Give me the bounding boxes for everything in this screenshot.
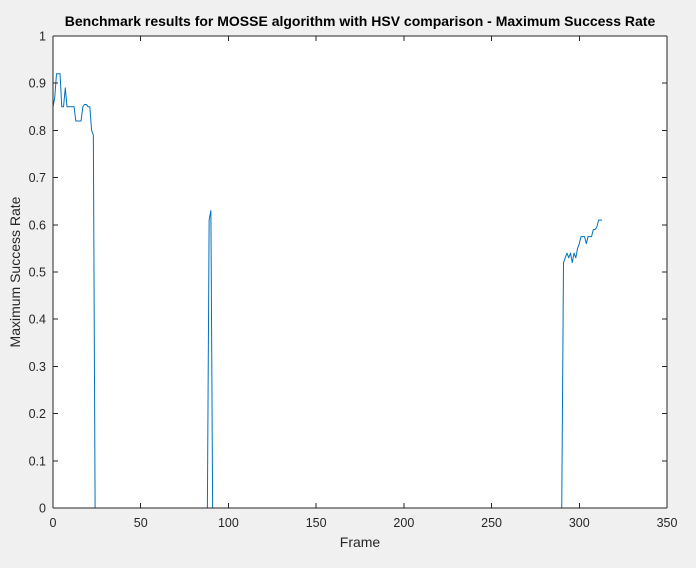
y-tick-label: 0.2 xyxy=(29,407,46,421)
y-tick-label: 0.6 xyxy=(29,218,46,232)
x-axis-title: Frame xyxy=(340,534,381,550)
y-tick-label: 0.1 xyxy=(29,454,46,468)
y-tick-label: 0.5 xyxy=(29,266,46,280)
y-tick-label: 1 xyxy=(39,30,46,44)
ticks-layer: 0 50 100 150 200 250 300 350 0 0.1 0.2 0.3 0.4 0.5 0.6… xyxy=(29,30,678,531)
x-tick-label: 350 xyxy=(657,516,678,530)
x-tick-label: 100 xyxy=(218,516,239,530)
x-tick-label: 250 xyxy=(481,516,502,530)
y-tick-label: 0.4 xyxy=(29,313,46,327)
x-tick-label: 300 xyxy=(569,516,590,530)
x-tick-label: 0 xyxy=(50,516,57,530)
y-tick-label: 0.9 xyxy=(29,77,46,91)
x-tick-label: 50 xyxy=(134,516,148,530)
chart-title: Benchmark results for MOSSE algorithm wi… xyxy=(65,13,656,29)
x-tick-label: 150 xyxy=(306,516,327,530)
y-tick-label: 0 xyxy=(39,502,46,516)
plot-area xyxy=(53,36,667,508)
y-tick-label: 0.7 xyxy=(29,171,46,185)
x-tick-label: 200 xyxy=(393,516,414,530)
y-tick-label: 0.8 xyxy=(29,124,46,138)
y-tick-label: 0.3 xyxy=(29,360,46,374)
y-axis-title: Maximum Success Rate xyxy=(7,196,23,347)
